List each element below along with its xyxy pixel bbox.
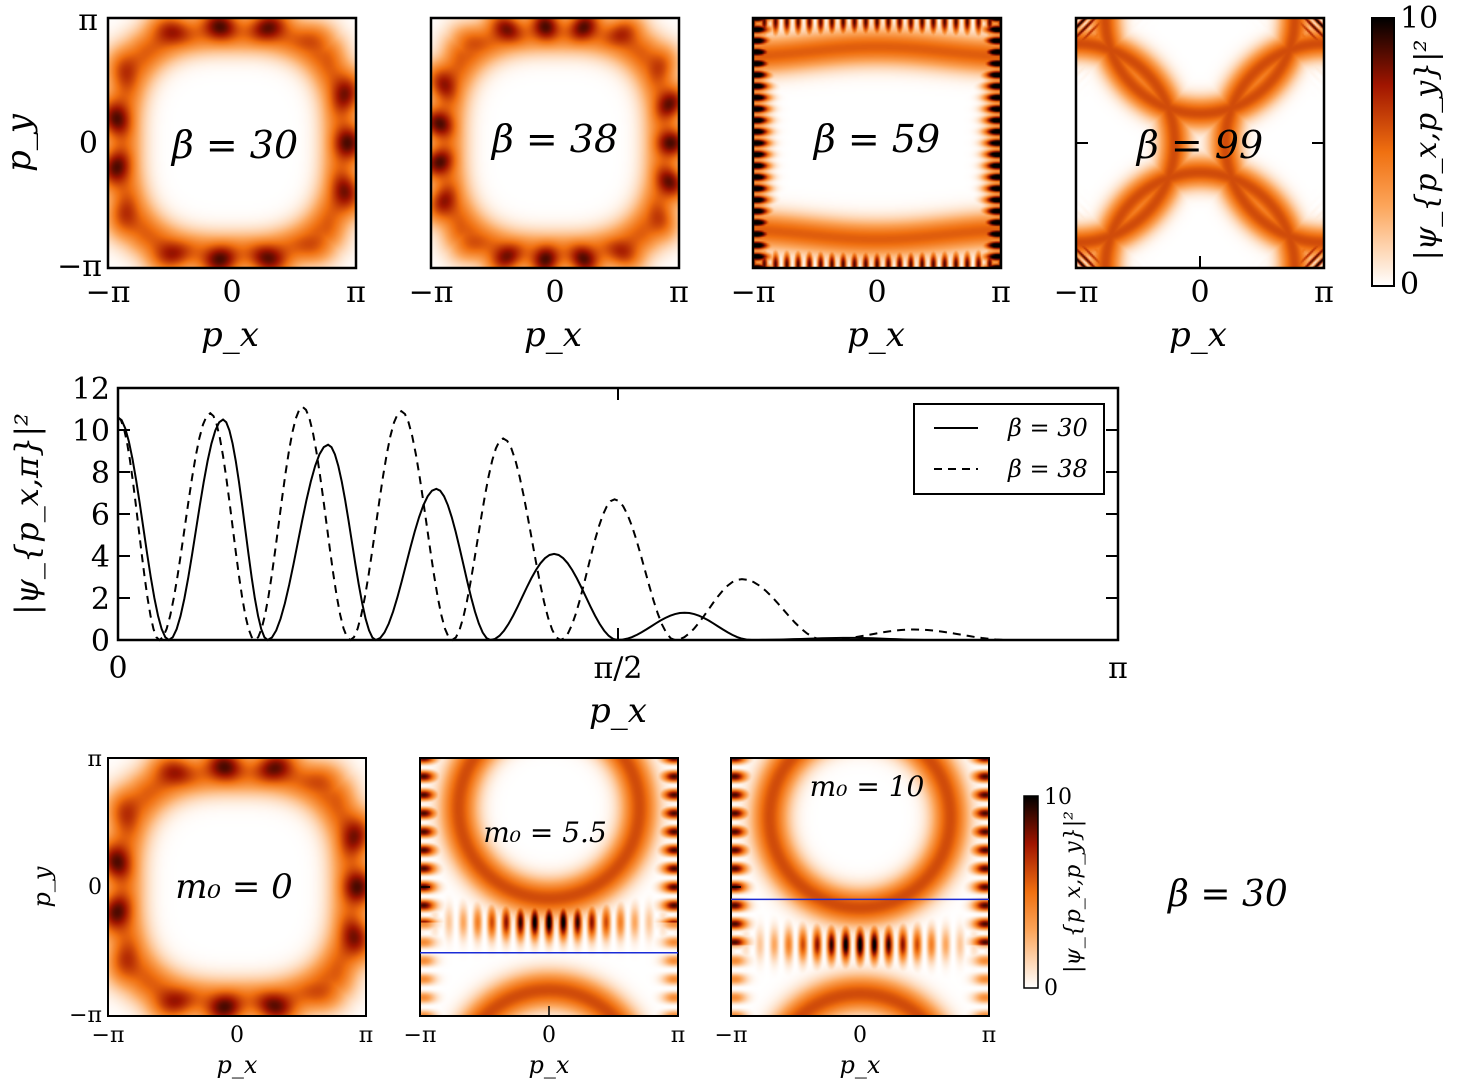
heatmap-annotation: β = 38 xyxy=(490,117,618,161)
colorbar-max-label: 10 xyxy=(1044,785,1072,810)
heatmap-panel-beta-99: β = 99 −π 0 π p_x xyxy=(1054,16,1334,355)
heatmap-panel-beta-59: β = 59 −π 0 π p_x xyxy=(731,16,1011,355)
figure-note-beta: β = 30 xyxy=(1166,874,1288,915)
colorbar-label: |ψ_{p_x,p_y}|² xyxy=(1061,811,1086,973)
x-tick-label: π xyxy=(1314,275,1334,310)
y-tick-label: 4 xyxy=(91,540,110,575)
heatmap-panel-m0-10: m₀ = 10 −π 0 π p_x xyxy=(715,757,996,1079)
x-axis-label: p_x xyxy=(1169,315,1227,355)
y-tick-label: −π xyxy=(69,1003,102,1028)
x-tick-label: 0 xyxy=(542,1023,556,1048)
series-lines xyxy=(117,405,1118,642)
heatmap-frame xyxy=(751,16,1003,270)
colorbar-max-label: 10 xyxy=(1400,1,1438,36)
x-tick-label: π xyxy=(359,1023,373,1048)
heatmap-panel-m0-5-5: m₀ = 5.5 −π 0 π p_x xyxy=(404,757,685,1079)
y-tick-label: π xyxy=(88,747,102,772)
legend-box xyxy=(913,403,1105,495)
x-tick-label: −π xyxy=(715,1023,748,1048)
heatmap-annotation: m₀ = 5.5 xyxy=(483,816,607,849)
x-tick-label: π xyxy=(346,275,366,310)
x-tick-label: π/2 xyxy=(594,651,643,686)
x-tick-label: 0 xyxy=(1190,275,1209,310)
x-axis-label: p_x xyxy=(201,315,259,355)
x-tick-label: 0 xyxy=(867,275,886,310)
heatmap-image-m0-5-5 xyxy=(420,758,678,1016)
x-axis-label: p_x xyxy=(217,1051,258,1079)
heatmap-frame xyxy=(429,16,681,270)
colorbar-gradient xyxy=(1023,795,1039,989)
x-tick-label: −π xyxy=(92,1023,125,1048)
heatmap-frame xyxy=(106,16,358,270)
heatmap-panel-beta-30: β = 30 −π 0 π π 0 −π p_x p_y xyxy=(0,3,366,355)
y-tick-label: 0 xyxy=(79,126,98,161)
y-tick-label: 6 xyxy=(91,498,110,533)
colorbar-top: 10 0 |ψ_{p_x,p_y}|² xyxy=(1371,1,1444,302)
x-tick-label: −π xyxy=(404,1023,437,1048)
heatmap-image-beta-38 xyxy=(431,18,679,268)
y-tick-labels: 0 2 4 6 8 10 12 xyxy=(72,372,110,659)
colorbar-label: |ψ_{p_x,p_y}|² xyxy=(1409,40,1444,261)
colorbar-min-label: 0 xyxy=(1400,267,1419,302)
y-tick-label: −π xyxy=(57,249,102,284)
y-axis-label: |ψ_{p_x,π}|² xyxy=(8,413,46,615)
legend-label: β = 30 xyxy=(1007,414,1088,442)
heatmap-image-m0-0 xyxy=(108,758,366,1016)
y-tick-label: 2 xyxy=(91,582,110,617)
x-tick-label: π xyxy=(1108,651,1128,686)
x-axis-label: p_x xyxy=(589,691,647,731)
heatmap-panel-m0-0: m₀ = 0 −π 0 π π 0 −π p_x p_y xyxy=(28,747,373,1079)
y-tick-label: 0 xyxy=(88,875,102,900)
x-tick-label: −π xyxy=(86,275,131,310)
x-tick-label: 0 xyxy=(222,275,241,310)
heatmap-annotation: β = 99 xyxy=(1135,123,1263,167)
x-tick-label: −π xyxy=(731,275,776,310)
x-tick-label: 0 xyxy=(108,651,127,686)
y-tick-label: 0 xyxy=(91,624,110,659)
heatmap-annotation: m₀ = 0 xyxy=(175,867,293,907)
colorbar-gradient xyxy=(1371,17,1395,287)
heatmap-image-beta-59 xyxy=(753,18,1001,268)
x-tick-label: −π xyxy=(1054,275,1099,310)
heatmap-image-m0-10 xyxy=(731,758,989,1016)
top-row-heatmaps: β = 30 −π 0 π π 0 −π p_x p_y β = 38 −π 0… xyxy=(0,1,1444,355)
x-axis-label: p_x xyxy=(529,1051,570,1079)
x-tick-label: −π xyxy=(409,275,454,310)
heatmap-annotation: β = 30 xyxy=(170,123,298,167)
heatmap-image-beta-30 xyxy=(108,18,356,268)
line-plot-panel: 0 2 4 6 8 10 12 0 π/2 π p_x |ψ_{p_x,π}|² β = 3… xyxy=(8,372,1128,731)
colorbar-min-label: 0 xyxy=(1044,976,1058,1001)
x-tick-label: π xyxy=(669,275,689,310)
legend: β = 30 β = 38 xyxy=(913,403,1105,495)
x-tick-label: 0 xyxy=(853,1023,867,1048)
heatmap-image-beta-99 xyxy=(1076,18,1324,268)
x-tick-label: 0 xyxy=(545,275,564,310)
x-axis-label: p_x xyxy=(847,315,905,355)
y-tick-label: 12 xyxy=(72,372,110,407)
y-axis-label: p_y xyxy=(0,113,39,172)
legend-label: β = 38 xyxy=(1007,455,1088,483)
y-tick-label: 10 xyxy=(72,414,110,449)
x-axis-label: p_x xyxy=(524,315,582,355)
x-tick-label: 0 xyxy=(230,1023,244,1048)
heatmap-annotation: m₀ = 10 xyxy=(810,770,925,803)
y-tick-label: π xyxy=(78,3,98,38)
heatmap-frame xyxy=(107,757,367,1017)
x-tick-label: π xyxy=(671,1023,685,1048)
y-axis-label: p_y xyxy=(28,866,56,907)
y-tick-label: 8 xyxy=(91,456,110,491)
x-tick-label: π xyxy=(991,275,1011,310)
heatmap-annotation: β = 59 xyxy=(812,117,940,161)
bottom-row-heatmaps: m₀ = 0 −π 0 π π 0 −π p_x p_y m₀ = 5.5 −π… xyxy=(28,747,1288,1079)
x-tick-label: π xyxy=(982,1023,996,1048)
colorbar-bottom: 10 0 |ψ_{p_x,p_y}|² xyxy=(1023,785,1086,1001)
series-line-beta-38 xyxy=(117,405,1118,642)
heatmap-panel-beta-38: β = 38 −π 0 π p_x xyxy=(409,16,689,355)
x-axis-label: p_x xyxy=(840,1051,881,1079)
